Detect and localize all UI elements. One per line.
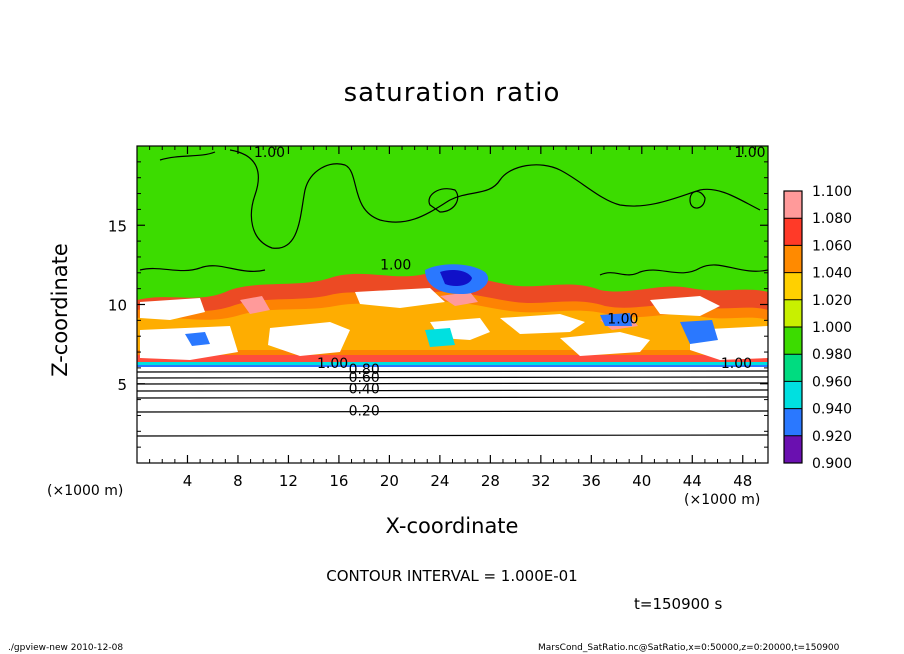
- field-patch: [600, 313, 632, 326]
- colorbar-label: 1.080: [812, 211, 852, 227]
- colorbar-swatch: [784, 408, 802, 436]
- field-patch: [268, 322, 350, 356]
- contour-label: 1.00: [734, 145, 765, 161]
- x-tick-label: 40: [632, 472, 651, 490]
- contour-label: 0.60: [349, 370, 380, 386]
- field-patch: [500, 314, 585, 334]
- x-tick-label: 32: [531, 472, 550, 490]
- y-tick-label: 5: [117, 376, 127, 394]
- contour-label: 1.00: [380, 258, 411, 274]
- x-tick-label: 12: [279, 472, 298, 490]
- contour-label: 0.80: [349, 362, 380, 378]
- colorbar-label: 0.980: [812, 347, 852, 363]
- x-axis-label: X-coordinate: [385, 514, 519, 538]
- x-tick-label: 24: [430, 472, 449, 490]
- x-tick-label: 44: [683, 472, 702, 490]
- field-patch: [440, 292, 478, 306]
- y-tick-label: 10: [108, 297, 127, 315]
- field-patch: [560, 332, 650, 356]
- chart-title: saturation ratio: [343, 78, 561, 108]
- field-patch: [240, 296, 270, 314]
- field-patch: [185, 332, 210, 346]
- x-unit-right: (×1000 m): [684, 492, 761, 508]
- colorbar-swatch: [784, 381, 802, 409]
- footer-left: ./gpview-new 2010-12-08: [8, 643, 124, 653]
- colorbar-label: 1.060: [812, 238, 852, 254]
- field-patch: [140, 326, 238, 360]
- colorbar-label: 1.040: [812, 266, 852, 282]
- heatmap-field: [137, 146, 768, 463]
- colorbar-label: 0.940: [812, 402, 852, 418]
- x-tick-label: 36: [582, 472, 601, 490]
- colorbar-swatch: [784, 354, 802, 382]
- contour-label: 1.00: [317, 356, 348, 372]
- field-patch: [425, 328, 455, 347]
- colorbar-swatch: [784, 218, 802, 246]
- contour-label: 0.40: [349, 381, 380, 397]
- field-base-blue: [137, 365, 768, 367]
- contour-lines: [137, 149, 768, 437]
- colorbar-swatch: [784, 272, 802, 300]
- colorbar: 1.100 1.080 1.060 1.040 1.020 1.000 0.980 0.960…: [783, 184, 852, 472]
- x-tick-label: 20: [380, 472, 399, 490]
- contour-label: 1.00: [607, 312, 638, 328]
- contour-interval: CONTOUR INTERVAL = 1.000E-01: [326, 567, 578, 585]
- colorbar-label: 0.900: [812, 456, 852, 472]
- footer-right: MarsCond_SatRatio.nc@SatRatio,x=0:50000,…: [538, 643, 840, 653]
- field-subsaturated: [137, 355, 768, 463]
- colorbar-swatch: [784, 299, 802, 327]
- x-ticks: 4 8 12 16 20 24 28 32 36 40 44 48: [149, 146, 756, 490]
- x-tick-label: 28: [481, 472, 500, 490]
- field-patch: [140, 298, 205, 320]
- colorbar-label: 0.920: [812, 429, 852, 445]
- colorbar-label: 0.960: [812, 374, 852, 390]
- colorbar-swatch: [784, 191, 802, 219]
- x-tick-label: 4: [183, 472, 193, 490]
- colorbar-label: 1.020: [812, 293, 852, 309]
- field-patch: [355, 288, 445, 308]
- x-unit-left: (×1000 m): [47, 483, 124, 499]
- y-tick-label: 15: [108, 217, 127, 235]
- x-tick-label: 48: [733, 472, 752, 490]
- field-patch: [650, 296, 720, 316]
- colorbar-swatch: [784, 435, 802, 463]
- colorbar-swatch: [784, 245, 802, 273]
- time-label: t=150900 s: [634, 595, 723, 613]
- contour-label: 0.20: [349, 403, 380, 419]
- field-patch: [440, 270, 472, 286]
- field-patch: [680, 320, 718, 344]
- colorbar-label: 1.000: [812, 320, 852, 336]
- colorbar-label: 1.100: [812, 184, 852, 200]
- x-tick-label: 8: [233, 472, 243, 490]
- contour-label: 1.00: [721, 356, 752, 372]
- contour-label: 1.00: [254, 145, 285, 161]
- contour-labels: 1.001.001.001.001.00 1.000.800.600.400.20: [254, 145, 766, 419]
- y-ticks: 5 10 15: [108, 161, 768, 448]
- x-tick-label: 16: [329, 472, 348, 490]
- colorbar-swatch: [784, 327, 802, 355]
- field-base-cyan: [137, 362, 768, 365]
